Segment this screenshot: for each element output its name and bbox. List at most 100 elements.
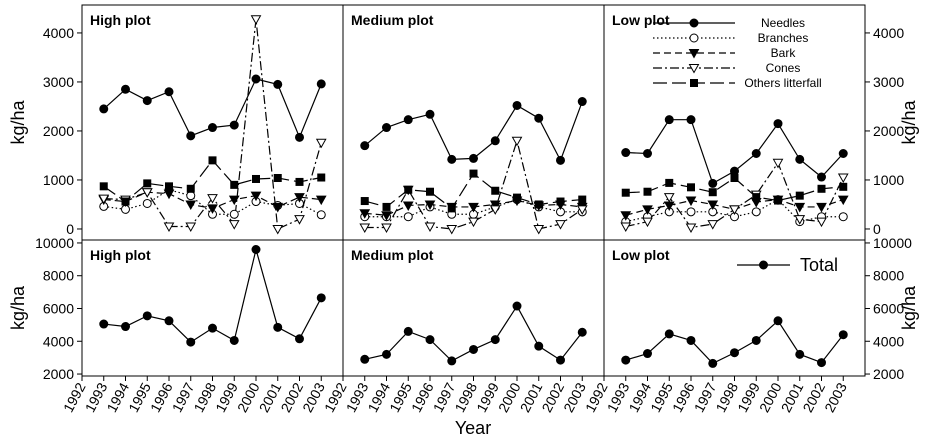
marker <box>273 174 282 183</box>
marker <box>402 201 414 211</box>
marker <box>751 335 761 345</box>
marker <box>838 212 848 222</box>
marker <box>685 196 697 207</box>
marker <box>230 180 239 189</box>
marker <box>424 222 436 233</box>
marker <box>730 348 739 358</box>
marker <box>228 220 240 230</box>
marker <box>121 322 130 332</box>
y-tick-label: 1000 <box>873 172 904 188</box>
marker <box>208 156 217 165</box>
marker <box>534 200 543 209</box>
marker <box>577 97 587 107</box>
y-tick-label: 2000 <box>873 123 904 139</box>
marker <box>382 123 391 133</box>
marker <box>794 202 806 213</box>
panel-title: Medium plot <box>351 12 434 28</box>
marker <box>186 337 196 347</box>
y-tick-label: 8000 <box>43 268 74 284</box>
marker <box>142 198 152 208</box>
marker <box>98 194 110 205</box>
marker <box>468 217 479 228</box>
marker <box>686 115 696 125</box>
marker <box>490 335 500 345</box>
marker <box>316 79 326 89</box>
marker <box>382 349 391 359</box>
marker <box>228 195 240 206</box>
marker <box>838 330 848 340</box>
marker <box>164 316 174 326</box>
marker <box>730 166 739 176</box>
marker <box>838 148 848 158</box>
y-tick-label: 4000 <box>43 25 74 41</box>
marker <box>752 193 761 202</box>
marker <box>556 197 565 206</box>
y-tick-label: 10000 <box>35 235 74 251</box>
marker <box>295 132 304 142</box>
marker <box>817 172 826 182</box>
marker <box>795 349 805 359</box>
marker <box>555 220 566 230</box>
marker <box>425 109 435 119</box>
marker <box>751 148 761 158</box>
y-tick-label: 4000 <box>43 333 74 349</box>
marker <box>251 74 261 84</box>
marker <box>707 200 719 210</box>
y-tick-label: 3000 <box>43 74 74 90</box>
y-tick-label: 2000 <box>43 123 74 139</box>
marker <box>578 195 587 204</box>
marker <box>252 174 260 183</box>
marker <box>489 200 501 210</box>
y-axis-label: kg/ha <box>899 285 919 330</box>
marker <box>316 293 326 303</box>
marker <box>490 136 500 146</box>
y-tick-label: 6000 <box>43 300 74 316</box>
marker <box>426 187 434 196</box>
marker <box>251 245 261 255</box>
y-axis-label: kg/ha <box>8 285 28 330</box>
marker <box>708 188 717 197</box>
marker <box>795 191 804 200</box>
marker <box>664 329 674 339</box>
legend-marker <box>759 260 768 270</box>
marker <box>556 355 565 365</box>
legend-marker <box>690 79 698 87</box>
marker <box>794 215 806 225</box>
marker <box>685 223 697 234</box>
marker <box>382 202 391 211</box>
marker <box>143 179 152 188</box>
y-tick-label: 0 <box>66 221 74 237</box>
marker <box>316 210 326 220</box>
marker <box>816 202 827 213</box>
marker <box>272 202 284 213</box>
marker <box>141 188 153 198</box>
marker <box>839 182 848 191</box>
panel-title: Low plot <box>612 247 670 263</box>
marker <box>360 354 370 364</box>
y-tick-label: 2000 <box>43 366 74 382</box>
marker <box>534 113 544 123</box>
marker <box>837 195 849 206</box>
marker <box>576 205 588 215</box>
marker <box>621 188 630 197</box>
marker <box>360 141 370 151</box>
marker <box>663 193 675 203</box>
series-line <box>364 101 583 162</box>
legend-label: Others litterfall <box>744 76 821 90</box>
marker <box>381 223 392 234</box>
marker <box>447 204 456 213</box>
marker <box>229 335 239 345</box>
y-tick-label: 1000 <box>43 172 74 188</box>
marker <box>469 169 478 178</box>
y-tick-label: 4000 <box>873 333 904 349</box>
marker <box>360 197 369 206</box>
marker <box>315 138 327 149</box>
marker <box>381 211 392 221</box>
marker <box>816 217 827 228</box>
panel-frame <box>603 4 866 241</box>
marker <box>687 183 695 192</box>
marker <box>621 355 631 365</box>
marker <box>620 222 632 233</box>
marker <box>229 120 239 130</box>
marker <box>163 189 175 200</box>
